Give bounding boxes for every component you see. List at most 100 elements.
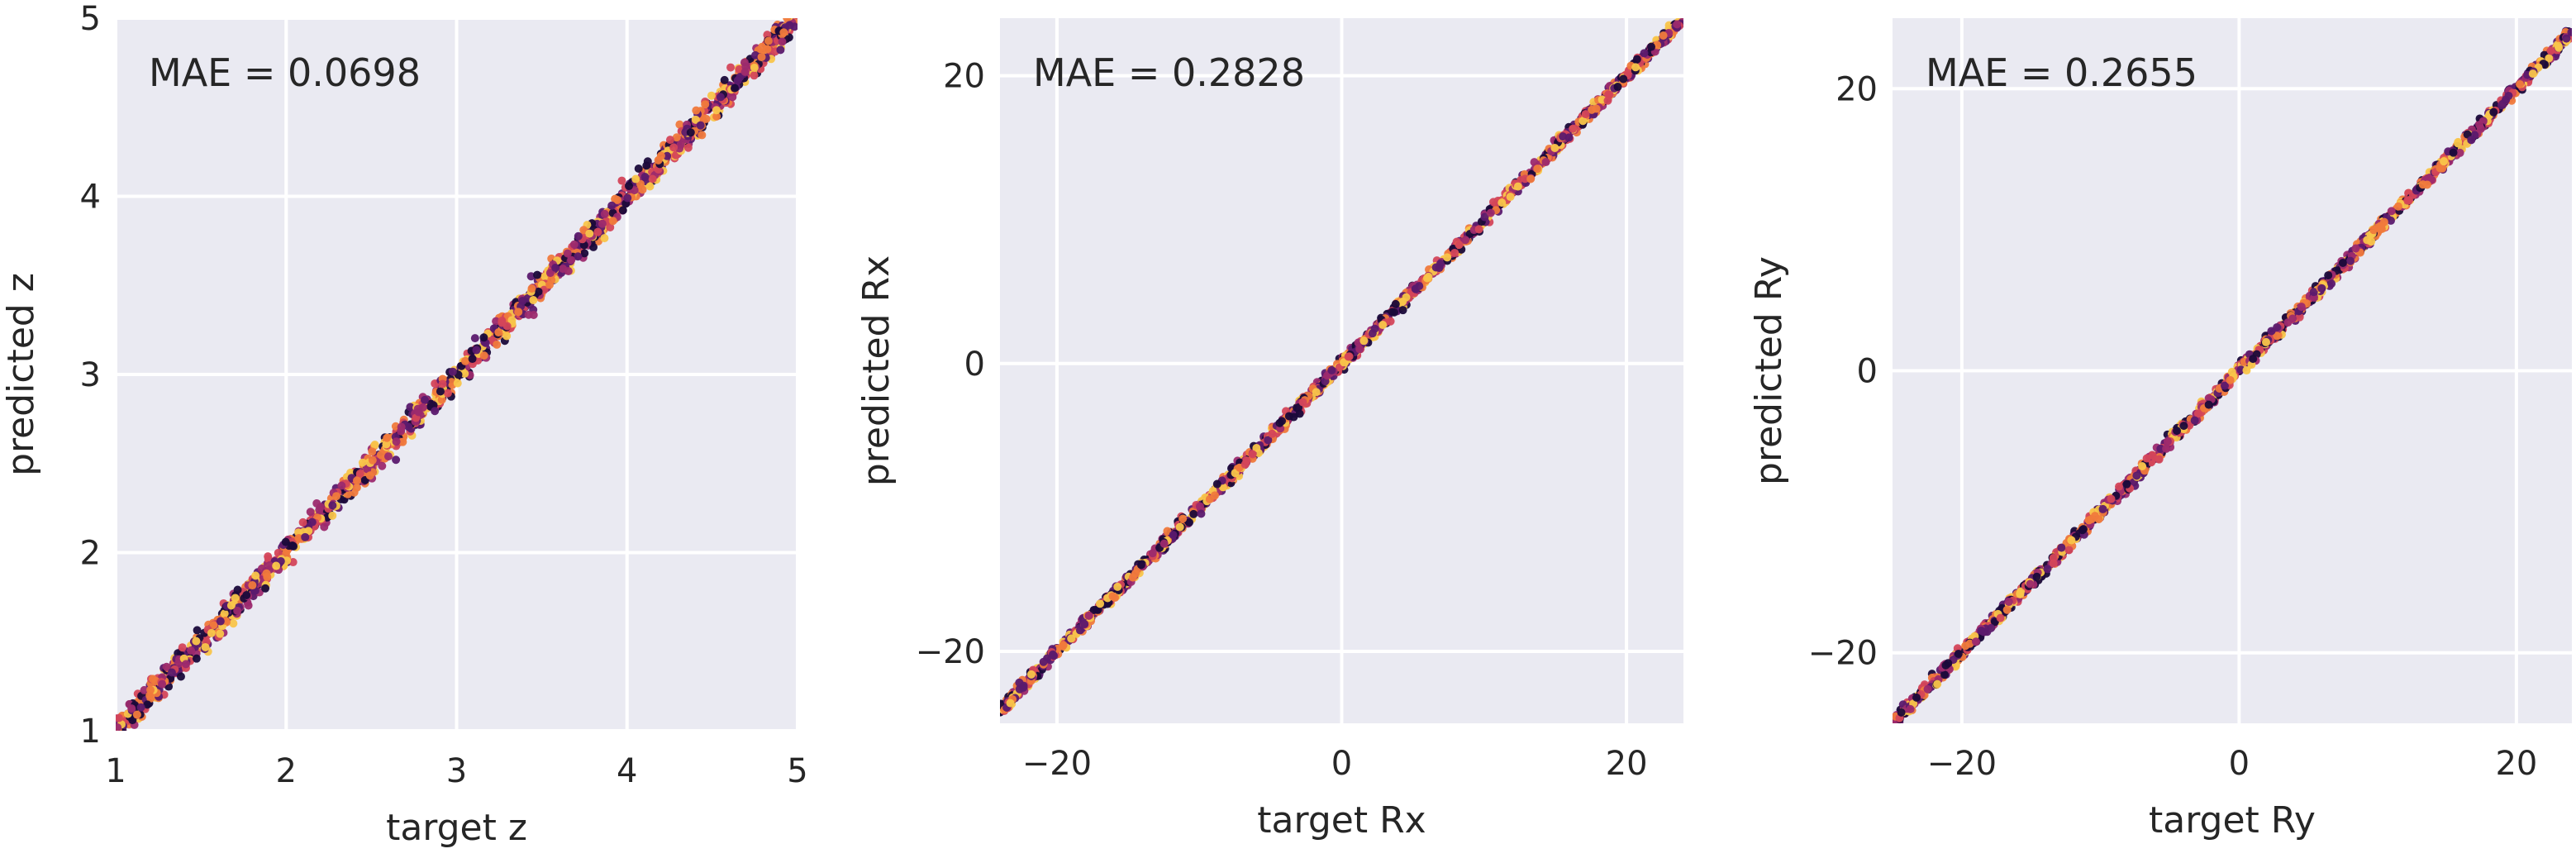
data-point (2516, 79, 2525, 88)
data-point (2220, 381, 2229, 390)
data-point (1391, 299, 1400, 308)
data-point (1679, 7, 1688, 16)
data-point (534, 287, 543, 296)
data-point (2155, 455, 2164, 464)
data-point (2043, 565, 2052, 574)
data-point (793, 8, 801, 17)
y-tick-label: 0 (1857, 353, 1878, 391)
data-point (233, 585, 242, 594)
data-point (1893, 722, 1894, 723)
data-point (178, 643, 187, 652)
data-point (1284, 412, 1293, 421)
data-point (663, 151, 672, 160)
data-point (692, 106, 701, 115)
x-axis-label-ry: target Ry (2149, 799, 2316, 842)
data-point (192, 637, 201, 646)
data-point (612, 195, 621, 204)
data-point (707, 91, 716, 100)
mae-annotation-ry: MAE = 0.2655 (1926, 50, 2197, 95)
data-point (2351, 244, 2360, 253)
data-point (776, 45, 785, 55)
data-point (1196, 502, 1205, 511)
data-point (716, 93, 725, 102)
x-tick-label: 3 (446, 752, 467, 790)
data-point (392, 455, 401, 465)
data-point (2546, 46, 2555, 55)
data-point (1897, 708, 1906, 717)
data-point (640, 172, 650, 181)
data-point (720, 75, 729, 84)
data-point (1659, 31, 1668, 40)
data-point (1972, 637, 1981, 646)
data-point (244, 601, 253, 610)
data-point (638, 185, 647, 194)
data-point (2418, 180, 2427, 189)
data-point (201, 643, 210, 652)
x-tick-label: 20 (2495, 745, 2537, 783)
data-point (2115, 482, 2124, 491)
y-tick-label: 5 (80, 0, 101, 38)
data-point (608, 217, 617, 226)
data-point (479, 333, 488, 342)
data-point (2193, 409, 2202, 418)
data-point (353, 476, 362, 485)
data-point (436, 387, 445, 396)
y-tick-label: 20 (943, 58, 985, 96)
data-point (472, 346, 481, 355)
data-point (1581, 110, 1590, 119)
data-point (220, 609, 229, 618)
data-point (404, 422, 413, 432)
data-point (733, 76, 742, 85)
data-point (1163, 527, 1172, 536)
data-point (2249, 355, 2258, 364)
data-point (750, 63, 759, 72)
data-point (1954, 649, 1963, 658)
data-point (618, 206, 627, 215)
data-point (115, 738, 123, 746)
data-point (1415, 281, 1424, 290)
data-point (370, 441, 379, 450)
data-point (316, 503, 325, 512)
data-point (231, 594, 240, 603)
data-point (337, 481, 346, 490)
x-tick-label: 5 (787, 752, 807, 790)
y-tick-label: −20 (916, 633, 985, 671)
data-point (420, 395, 429, 404)
data-point (2555, 43, 2564, 52)
panel-rx: MAE = 0.2828 −20 0 20 −20 0 20 target Rx pre… (855, 7, 1688, 842)
data-point (1128, 573, 1137, 582)
data-point (216, 629, 225, 638)
data-point (1108, 592, 1117, 601)
data-point (1268, 429, 1277, 438)
data-point (262, 569, 271, 578)
data-point (598, 219, 607, 228)
data-point (1578, 117, 1588, 126)
data-point (1996, 613, 2005, 622)
data-point (631, 174, 640, 184)
data-point (607, 201, 617, 210)
data-point (1640, 49, 1649, 58)
data-point (368, 447, 377, 456)
data-point (272, 561, 281, 570)
data-point (1569, 124, 1578, 133)
data-point (328, 511, 337, 520)
data-point (1058, 641, 1067, 651)
data-point (1252, 444, 1261, 453)
data-point (1506, 193, 1515, 202)
data-point (248, 581, 257, 590)
data-point (1355, 345, 1364, 354)
data-point (1498, 198, 1507, 207)
data-point (701, 100, 710, 109)
data-point (2122, 479, 2131, 489)
data-point (167, 668, 176, 677)
data-point (1961, 641, 1970, 651)
data-point (1893, 722, 1896, 723)
data-point (712, 112, 721, 121)
data-point (2002, 605, 2012, 614)
data-point (630, 186, 639, 195)
data-point (2467, 136, 2476, 145)
data-point (397, 427, 406, 436)
data-point (1592, 104, 1601, 113)
